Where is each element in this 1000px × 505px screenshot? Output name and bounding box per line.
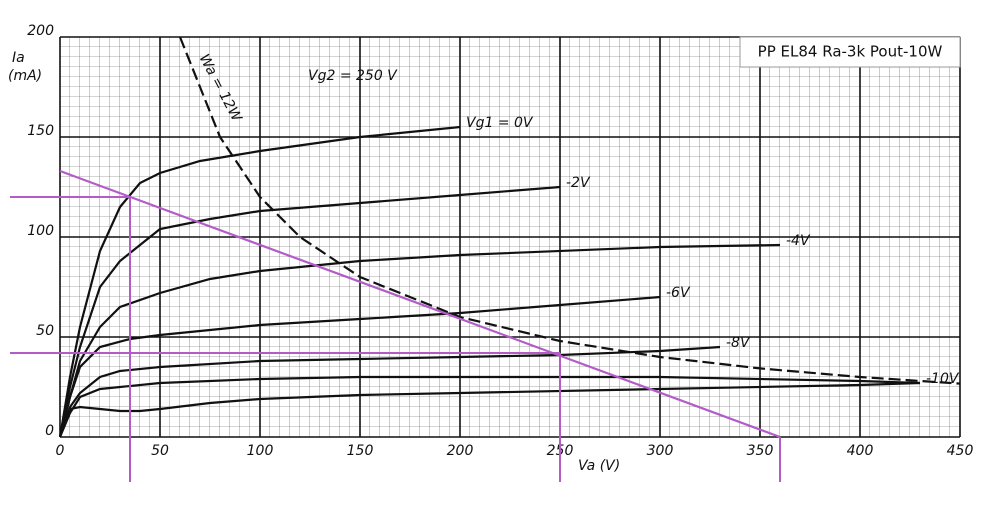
x-tick-label: 400 — [847, 443, 874, 459]
y-tick-label: 50 — [36, 323, 54, 339]
y-tick-label: 200 — [27, 23, 54, 39]
curve — [58, 345, 721, 438]
x-tick-label: 450 — [947, 443, 974, 459]
x-tick-label: 100 — [247, 443, 274, 459]
y-tick-label: 0 — [45, 423, 54, 439]
chart-title: PP EL84 Ra-3k Pout-10W — [758, 43, 943, 61]
curve — [178, 36, 961, 385]
curve — [58, 375, 921, 438]
annotation: Vg2 = 250 V — [308, 68, 398, 84]
y-tick-label: 150 — [27, 123, 54, 139]
curve — [59, 169, 781, 439]
x-tick-label: 150 — [347, 443, 374, 459]
x-axis-label: Va (V) — [578, 458, 620, 474]
x-tick-label: 50 — [151, 443, 169, 459]
legend-label: -6V — [666, 285, 691, 301]
y-tick-label: 100 — [27, 223, 54, 239]
legend-label: Vg1 = 0V — [466, 115, 534, 131]
curve — [58, 381, 921, 438]
legend-label: -2V — [566, 175, 591, 191]
x-tick-label: 0 — [56, 443, 65, 459]
legend-label: -4V — [786, 233, 811, 249]
curve — [58, 295, 661, 438]
curve — [58, 125, 461, 438]
legend-label: -8V — [726, 335, 751, 351]
legend-label: -10V — [926, 371, 960, 387]
curve — [58, 243, 781, 438]
y-axis-label: Ia — [12, 50, 25, 66]
y-axis-unit: (mA) — [8, 68, 42, 84]
x-tick-label: 300 — [647, 443, 674, 459]
x-tick-label: 200 — [447, 443, 474, 459]
x-tick-label: 350 — [747, 443, 774, 459]
title-box — [739, 36, 961, 68]
